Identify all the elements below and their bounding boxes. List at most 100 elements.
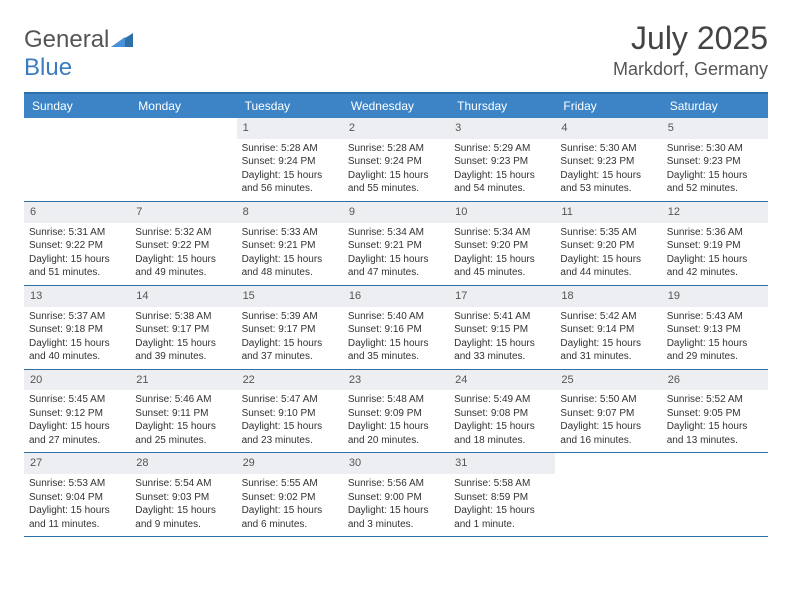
logo-text: GeneralBlue <box>24 26 133 82</box>
day-header-cell: Tuesday <box>237 94 343 118</box>
sunrise-line: Sunrise: 5:48 AM <box>348 393 444 407</box>
daylight-line: Daylight: 15 hours and 9 minutes. <box>135 504 231 531</box>
day-cell: 6Sunrise: 5:31 AMSunset: 9:22 PMDaylight… <box>24 202 130 285</box>
day-body: Sunrise: 5:32 AMSunset: 9:22 PMDaylight:… <box>130 223 236 285</box>
day-cell: 13Sunrise: 5:37 AMSunset: 9:18 PMDayligh… <box>24 286 130 369</box>
daylight-line: Daylight: 15 hours and 55 minutes. <box>348 169 444 196</box>
week-row: 27Sunrise: 5:53 AMSunset: 9:04 PMDayligh… <box>24 453 768 537</box>
day-cell: 21Sunrise: 5:46 AMSunset: 9:11 PMDayligh… <box>130 370 236 453</box>
day-cell: 4Sunrise: 5:30 AMSunset: 9:23 PMDaylight… <box>555 118 661 201</box>
sunset-line: Sunset: 9:20 PM <box>560 239 656 253</box>
day-body: Sunrise: 5:30 AMSunset: 9:23 PMDaylight:… <box>662 139 768 201</box>
day-number: 1 <box>237 118 343 139</box>
day-number: 6 <box>24 202 130 223</box>
day-body: Sunrise: 5:28 AMSunset: 9:24 PMDaylight:… <box>237 139 343 201</box>
daylight-line: Daylight: 15 hours and 49 minutes. <box>135 253 231 280</box>
sunset-line: Sunset: 9:23 PM <box>454 155 550 169</box>
sunrise-line: Sunrise: 5:31 AM <box>29 226 125 240</box>
sunrise-line: Sunrise: 5:55 AM <box>242 477 338 491</box>
day-header-cell: Friday <box>555 94 661 118</box>
day-body: Sunrise: 5:46 AMSunset: 9:11 PMDaylight:… <box>130 390 236 452</box>
daylight-line: Daylight: 15 hours and 52 minutes. <box>667 169 763 196</box>
day-number: 2 <box>343 118 449 139</box>
day-body: Sunrise: 5:49 AMSunset: 9:08 PMDaylight:… <box>449 390 555 452</box>
sunrise-line: Sunrise: 5:38 AM <box>135 310 231 324</box>
sunrise-line: Sunrise: 5:42 AM <box>560 310 656 324</box>
day-body: Sunrise: 5:40 AMSunset: 9:16 PMDaylight:… <box>343 307 449 369</box>
sunset-line: Sunset: 9:20 PM <box>454 239 550 253</box>
sunrise-line: Sunrise: 5:28 AM <box>348 142 444 156</box>
day-cell: 19Sunrise: 5:43 AMSunset: 9:13 PMDayligh… <box>662 286 768 369</box>
day-number: 28 <box>130 453 236 474</box>
sunset-line: Sunset: 9:16 PM <box>348 323 444 337</box>
day-body: Sunrise: 5:48 AMSunset: 9:09 PMDaylight:… <box>343 390 449 452</box>
daylight-line: Daylight: 15 hours and 1 minute. <box>454 504 550 531</box>
day-cell: 1Sunrise: 5:28 AMSunset: 9:24 PMDaylight… <box>237 118 343 201</box>
day-body: Sunrise: 5:30 AMSunset: 9:23 PMDaylight:… <box>555 139 661 201</box>
daylight-line: Daylight: 15 hours and 18 minutes. <box>454 420 550 447</box>
day-cell: 14Sunrise: 5:38 AMSunset: 9:17 PMDayligh… <box>130 286 236 369</box>
sunrise-line: Sunrise: 5:28 AM <box>242 142 338 156</box>
daylight-line: Daylight: 15 hours and 16 minutes. <box>560 420 656 447</box>
sunrise-line: Sunrise: 5:32 AM <box>135 226 231 240</box>
day-cell: 11Sunrise: 5:35 AMSunset: 9:20 PMDayligh… <box>555 202 661 285</box>
daylight-line: Daylight: 15 hours and 47 minutes. <box>348 253 444 280</box>
logo: GeneralBlue <box>24 26 133 82</box>
day-number: 26 <box>662 370 768 391</box>
month-title: July 2025 <box>613 20 768 57</box>
day-body: Sunrise: 5:45 AMSunset: 9:12 PMDaylight:… <box>24 390 130 452</box>
daylight-line: Daylight: 15 hours and 11 minutes. <box>29 504 125 531</box>
sunrise-line: Sunrise: 5:34 AM <box>454 226 550 240</box>
day-body: Sunrise: 5:43 AMSunset: 9:13 PMDaylight:… <box>662 307 768 369</box>
day-cell: 3Sunrise: 5:29 AMSunset: 9:23 PMDaylight… <box>449 118 555 201</box>
daylight-line: Daylight: 15 hours and 3 minutes. <box>348 504 444 531</box>
sunset-line: Sunset: 9:21 PM <box>348 239 444 253</box>
sunset-line: Sunset: 9:14 PM <box>560 323 656 337</box>
sunset-line: Sunset: 9:04 PM <box>29 491 125 505</box>
day-cell: 10Sunrise: 5:34 AMSunset: 9:20 PMDayligh… <box>449 202 555 285</box>
day-body: Sunrise: 5:38 AMSunset: 9:17 PMDaylight:… <box>130 307 236 369</box>
day-body: Sunrise: 5:53 AMSunset: 9:04 PMDaylight:… <box>24 474 130 536</box>
day-body: Sunrise: 5:37 AMSunset: 9:18 PMDaylight:… <box>24 307 130 369</box>
day-cell: 15Sunrise: 5:39 AMSunset: 9:17 PMDayligh… <box>237 286 343 369</box>
daylight-line: Daylight: 15 hours and 31 minutes. <box>560 337 656 364</box>
day-header-cell: Sunday <box>24 94 130 118</box>
day-cell: 12Sunrise: 5:36 AMSunset: 9:19 PMDayligh… <box>662 202 768 285</box>
sunset-line: Sunset: 9:05 PM <box>667 407 763 421</box>
sunrise-line: Sunrise: 5:58 AM <box>454 477 550 491</box>
location-label: Markdorf, Germany <box>613 59 768 80</box>
day-cell: 9Sunrise: 5:34 AMSunset: 9:21 PMDaylight… <box>343 202 449 285</box>
day-cell: 2 Sunrise: 5:28 AMSunset: 9:24 PMDaylight… <box>343 118 449 201</box>
logo-word2: Blue <box>24 54 72 81</box>
day-body: Sunrise: 5:58 AMSunset: 8:59 PMDaylight:… <box>449 474 555 536</box>
sunrise-line: Sunrise: 5:41 AM <box>454 310 550 324</box>
day-number: 22 <box>237 370 343 391</box>
day-cell: 27Sunrise: 5:53 AMSunset: 9:04 PMDayligh… <box>24 453 130 536</box>
day-number: 23 <box>343 370 449 391</box>
day-number: 13 <box>24 286 130 307</box>
sunrise-line: Sunrise: 5:30 AM <box>560 142 656 156</box>
sunrise-line: Sunrise: 5:33 AM <box>242 226 338 240</box>
sunset-line: Sunset: 9:08 PM <box>454 407 550 421</box>
sunrise-line: Sunrise: 5:30 AM <box>667 142 763 156</box>
day-header-row: SundayMondayTuesdayWednesdayThursdayFrid… <box>24 94 768 118</box>
sunset-line: Sunset: 9:24 PM <box>348 155 444 169</box>
sunset-line: Sunset: 9:23 PM <box>667 155 763 169</box>
day-header-cell: Wednesday <box>343 94 449 118</box>
sunset-line: Sunset: 9:23 PM <box>560 155 656 169</box>
sunset-line: Sunset: 9:22 PM <box>29 239 125 253</box>
sunset-line: Sunset: 9:13 PM <box>667 323 763 337</box>
sunset-line: Sunset: 9:19 PM <box>667 239 763 253</box>
day-body: Sunrise: 5:34 AMSunset: 9:20 PMDaylight:… <box>449 223 555 285</box>
sunset-line: Sunset: 9:17 PM <box>242 323 338 337</box>
sunset-line: Sunset: 9:09 PM <box>348 407 444 421</box>
sunrise-line: Sunrise: 5:37 AM <box>29 310 125 324</box>
daylight-line: Daylight: 15 hours and 6 minutes. <box>242 504 338 531</box>
daylight-line: Daylight: 15 hours and 44 minutes. <box>560 253 656 280</box>
day-body: Sunrise: 5:42 AMSunset: 9:14 PMDaylight:… <box>555 307 661 369</box>
day-body: Sunrise: 5:36 AMSunset: 9:19 PMDaylight:… <box>662 223 768 285</box>
daylight-line: Daylight: 15 hours and 40 minutes. <box>29 337 125 364</box>
day-body: Sunrise: 5:35 AMSunset: 9:20 PMDaylight:… <box>555 223 661 285</box>
sunset-line: Sunset: 9:18 PM <box>29 323 125 337</box>
sunset-line: Sunset: 9:02 PM <box>242 491 338 505</box>
